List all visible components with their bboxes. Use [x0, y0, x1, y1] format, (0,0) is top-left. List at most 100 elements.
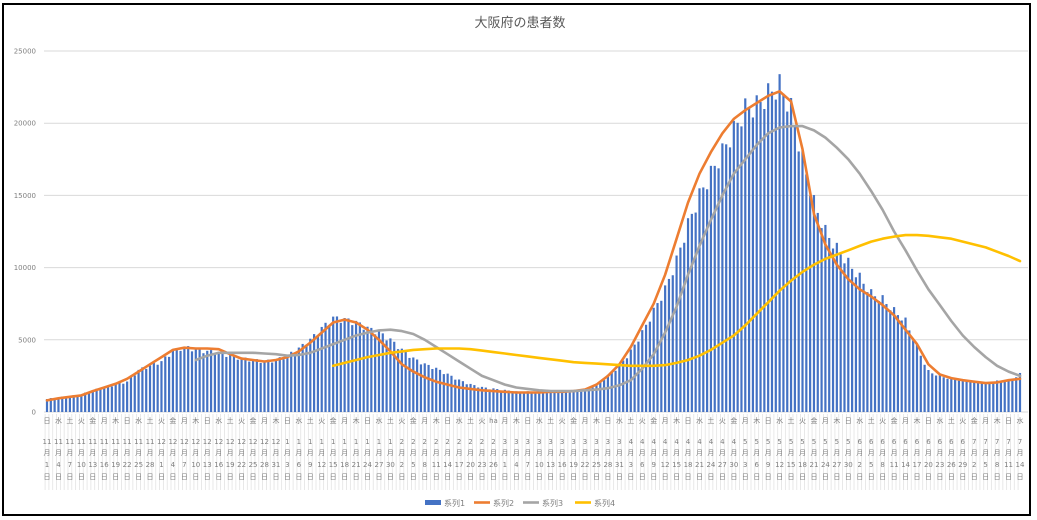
bar	[641, 330, 644, 412]
x-month-label: 2	[491, 438, 495, 446]
x-weekday-label: 月	[101, 417, 108, 425]
x-weekday-label: 火	[158, 417, 165, 425]
x-weekday-label: 水	[135, 416, 142, 425]
bar	[175, 348, 178, 412]
x-month-label: 4	[640, 438, 645, 446]
x-day-suffix: 日	[456, 473, 463, 481]
chart-title: 大阪府の患者数	[474, 16, 565, 31]
bar	[580, 391, 583, 412]
x-month-suffix: 月	[55, 449, 62, 457]
bar	[160, 361, 163, 412]
x-weekday-label: 水	[295, 416, 302, 425]
bar	[179, 350, 182, 412]
x-day-label: 2	[400, 461, 404, 469]
bar	[797, 151, 800, 412]
x-day-suffix: 日	[776, 473, 783, 481]
bar	[564, 391, 568, 412]
x-day-label: 24	[821, 461, 830, 469]
x-day-suffix: 日	[627, 473, 634, 481]
x-month-label: 5	[789, 438, 793, 446]
x-month-suffix: 月	[421, 449, 428, 457]
x-month-suffix: 月	[341, 449, 348, 457]
x-day-suffix: 日	[135, 473, 142, 481]
x-day-suffix: 日	[616, 473, 623, 481]
bar	[999, 381, 1003, 412]
x-weekday-label: 日	[685, 417, 692, 425]
bar	[534, 392, 537, 412]
x-weekday-label: 月	[582, 417, 589, 425]
bar	[267, 359, 270, 412]
x-day-suffix: 日	[501, 473, 508, 481]
x-weekday-label: 月	[501, 417, 508, 425]
x-weekday-label: 木	[753, 416, 760, 425]
bar	[618, 364, 621, 412]
x-month-label: 4	[686, 438, 691, 446]
bar	[1011, 378, 1014, 412]
bar	[954, 379, 957, 412]
bar	[747, 107, 751, 412]
x-month-label: 11	[134, 438, 143, 446]
x-month-label: 2	[480, 438, 484, 446]
bar	[755, 95, 758, 412]
x-month-suffix: 月	[810, 449, 817, 457]
bar	[1003, 381, 1006, 412]
bar	[324, 322, 327, 412]
x-day-suffix: 日	[639, 473, 646, 481]
x-month-label: 7	[1018, 438, 1022, 446]
x-month-suffix: 月	[788, 449, 795, 457]
bar	[156, 364, 159, 412]
bar	[126, 381, 129, 412]
x-weekday-label: 土	[948, 416, 955, 425]
x-day-label: 7	[182, 461, 186, 469]
x-weekday-label: 水	[55, 416, 62, 425]
bar	[988, 383, 991, 412]
x-day-suffix: 日	[604, 473, 611, 481]
x-day-label: 20	[466, 461, 475, 469]
x-month-label: 1	[365, 438, 369, 446]
bar	[679, 247, 682, 412]
x-month-suffix: 月	[227, 449, 234, 457]
x-month-label: 7	[972, 438, 976, 446]
x-month-label: 4	[663, 438, 668, 446]
bar	[194, 349, 197, 412]
x-day-label: 4	[514, 461, 519, 469]
x-day-suffix: 日	[318, 473, 325, 481]
bar	[835, 242, 838, 412]
bar	[271, 362, 274, 412]
legend-swatch-bar	[425, 500, 441, 505]
x-day-label: 27	[718, 461, 727, 469]
x-month-label: 11	[88, 438, 97, 446]
x-month-suffix: 月	[387, 449, 394, 457]
bar	[622, 360, 625, 412]
x-day-suffix: 日	[330, 473, 337, 481]
bar	[538, 391, 541, 412]
x-day-suffix: 日	[845, 473, 852, 481]
x-day-label: 17	[913, 461, 922, 469]
bar	[473, 385, 476, 412]
x-day-label: 12	[317, 461, 326, 469]
x-month-suffix: 月	[295, 449, 302, 457]
x-month-label: 3	[560, 438, 564, 446]
bar	[862, 283, 865, 412]
x-day-label: 18	[684, 461, 693, 469]
bar	[698, 188, 701, 412]
bar	[809, 195, 812, 412]
x-day-label: 20	[924, 461, 933, 469]
x-weekday-label: 木	[433, 416, 440, 425]
bar	[133, 375, 136, 412]
x-month-suffix: 月	[158, 449, 165, 457]
x-weekday-label: 月	[341, 417, 348, 425]
x-weekday-label: 日	[524, 417, 531, 425]
x-weekday-label: 水	[536, 416, 543, 425]
bar	[68, 396, 71, 412]
x-day-suffix: 日	[398, 473, 405, 481]
y-tick-label: 10000	[14, 264, 36, 272]
x-weekday-label: 月	[261, 417, 268, 425]
x-month-suffix: 月	[913, 449, 920, 457]
x-weekday-label: 土	[467, 416, 474, 425]
bar	[686, 218, 690, 412]
bar	[438, 369, 442, 412]
x-month-suffix: 月	[662, 449, 669, 457]
x-weekday-label: 日	[444, 417, 451, 425]
x-day-label: 22	[581, 461, 590, 469]
